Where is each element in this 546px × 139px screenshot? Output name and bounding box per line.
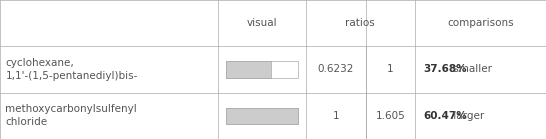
Text: 1: 1 (333, 111, 339, 121)
Text: ratios: ratios (346, 18, 375, 28)
Text: 37.68%: 37.68% (423, 64, 467, 75)
Bar (226, 61, 298, 78)
Bar (226, 108, 298, 124)
Text: 1.605: 1.605 (376, 111, 405, 121)
Text: larger: larger (450, 111, 485, 121)
Bar (226, 108, 298, 124)
Text: comparisons: comparisons (447, 18, 514, 28)
Text: visual: visual (247, 18, 277, 28)
Text: smaller: smaller (450, 64, 492, 75)
Text: 0.6232: 0.6232 (318, 64, 354, 75)
Text: 60.47%: 60.47% (423, 111, 467, 121)
Text: methoxycarbonylsulfenyl
chloride: methoxycarbonylsulfenyl chloride (5, 104, 137, 127)
Text: 1: 1 (387, 64, 394, 75)
Text: cyclohexane,
1,1'-(1,5-pentanediyl)bis-: cyclohexane, 1,1'-(1,5-pentanediyl)bis- (5, 58, 138, 81)
Bar (226, 61, 271, 78)
